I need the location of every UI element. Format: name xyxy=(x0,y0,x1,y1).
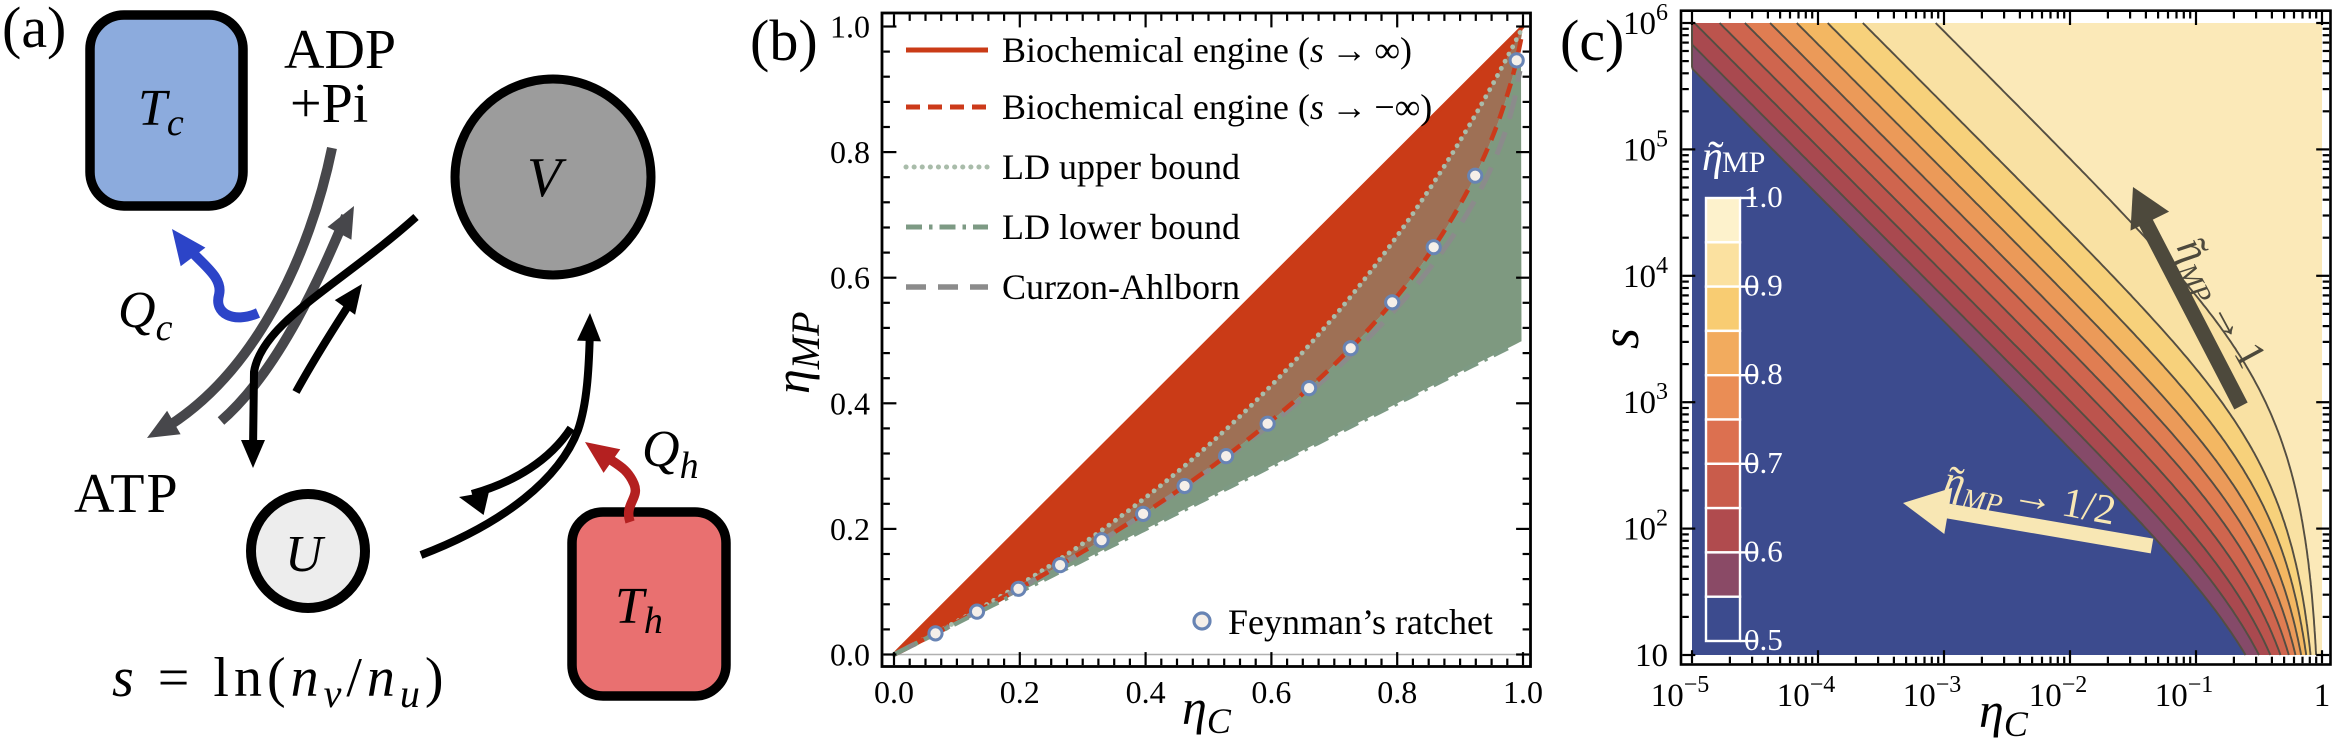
svg-text:0.6: 0.6 xyxy=(830,260,870,296)
svg-text:s: s xyxy=(1590,328,1650,349)
svg-text:LD lower bound: LD lower bound xyxy=(1002,207,1240,247)
svg-text:0.5: 0.5 xyxy=(1744,622,1783,657)
svg-text:η: η xyxy=(1702,134,1723,180)
svg-text:Curzon-Ahlborn: Curzon-Ahlborn xyxy=(1002,267,1240,307)
svg-text:U: U xyxy=(285,526,326,583)
svg-text:0.6: 0.6 xyxy=(1744,533,1783,568)
svg-text:LD upper bound: LD upper bound xyxy=(1002,147,1240,187)
svg-text:(c): (c) xyxy=(1560,8,1624,73)
svg-text:(a): (a) xyxy=(2,0,66,60)
svg-text:1: 1 xyxy=(2314,678,2331,714)
svg-text:0.2: 0.2 xyxy=(830,511,870,547)
svg-text:Feynman’s ratchet: Feynman’s ratchet xyxy=(1228,602,1493,642)
svg-text:Biochemical engine (s → ∞): Biochemical engine (s → ∞) xyxy=(1002,30,1412,70)
svg-text:10: 10 xyxy=(1635,638,1668,674)
svg-text:V: V xyxy=(527,147,567,209)
svg-text:0.8: 0.8 xyxy=(830,134,870,170)
svg-text:(b): (b) xyxy=(750,8,818,73)
svg-text:1.0: 1.0 xyxy=(1744,179,1783,214)
svg-text:Biochemical engine (s → −∞): Biochemical engine (s → −∞) xyxy=(1002,87,1432,127)
svg-text:s = ln(nv/nu): s = ln(nv/nu) xyxy=(112,647,449,716)
svg-text:MP: MP xyxy=(1722,146,1765,179)
svg-text:ATP: ATP xyxy=(74,463,180,525)
svg-text:0.8: 0.8 xyxy=(1744,356,1783,391)
svg-text:0.4: 0.4 xyxy=(1126,674,1166,710)
svg-text:0.9: 0.9 xyxy=(1744,268,1783,303)
svg-text:0.0: 0.0 xyxy=(830,637,870,673)
svg-text:0.4: 0.4 xyxy=(830,385,870,421)
svg-text:ADP: ADP xyxy=(284,19,396,81)
svg-text:0.2: 0.2 xyxy=(1000,674,1040,710)
svg-text:0.6: 0.6 xyxy=(1251,674,1291,710)
svg-text:˜: ˜ xyxy=(1708,132,1724,184)
svg-text:1.0: 1.0 xyxy=(830,9,870,45)
svg-text:0.7: 0.7 xyxy=(1744,445,1783,480)
svg-text:1.0: 1.0 xyxy=(1503,674,1543,710)
svg-text:0.8: 0.8 xyxy=(1377,674,1417,710)
svg-text:+Pi: +Pi xyxy=(290,73,368,135)
svg-text:0.0: 0.0 xyxy=(874,674,914,710)
